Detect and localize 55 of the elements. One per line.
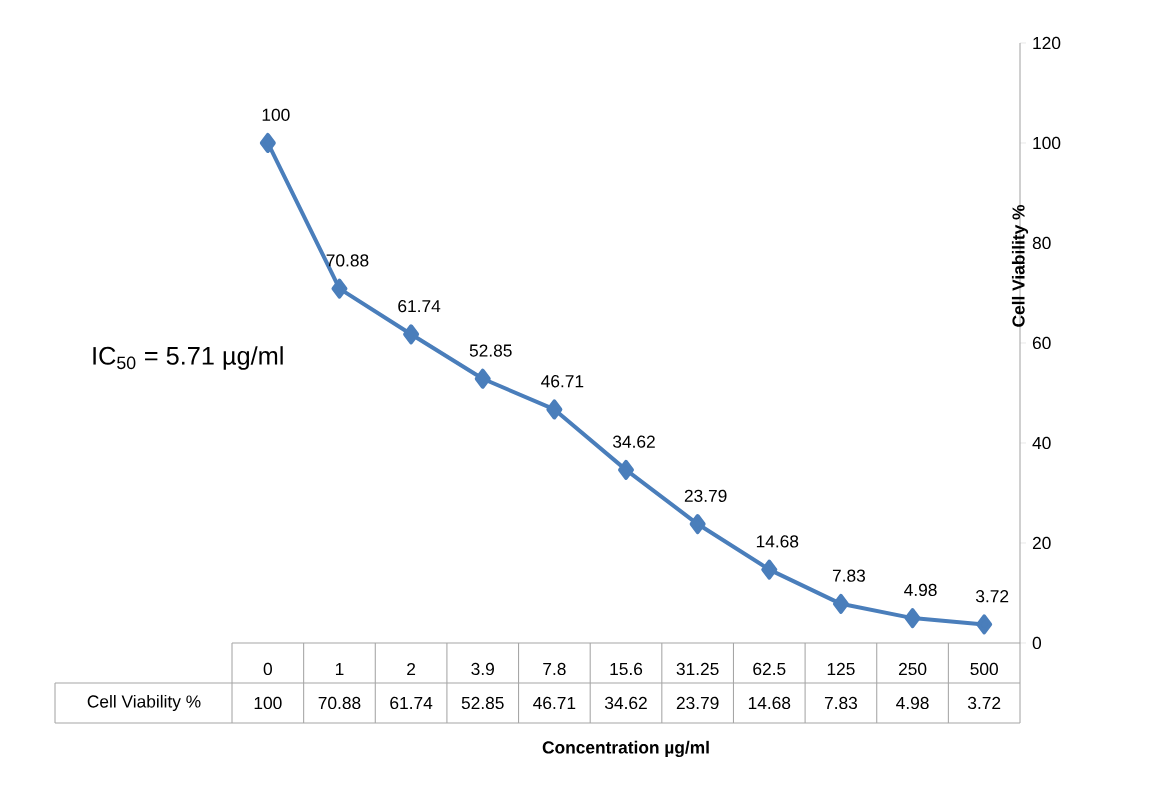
- x-tick-label: 250: [898, 662, 927, 676]
- data-label: 70.88: [318, 696, 361, 710]
- point: [761, 559, 778, 580]
- point: [546, 399, 563, 420]
- text: 46.71: [541, 375, 584, 388]
- point: [689, 514, 706, 535]
- data-label: 46.71: [533, 696, 576, 710]
- text: 4.98: [904, 583, 937, 597]
- point: [976, 614, 993, 635]
- y-tick-label: 40: [1032, 436, 1051, 450]
- point: [403, 324, 420, 345]
- x-tick-label: 1: [335, 663, 344, 675]
- data-label: 23.79: [676, 696, 719, 710]
- text: Cell Viability %: [87, 694, 201, 712]
- text: 100: [262, 108, 290, 121]
- point: [331, 278, 348, 299]
- data-label: 7.83: [824, 696, 858, 710]
- point: [618, 459, 635, 480]
- x-tick-label: 2: [407, 662, 416, 676]
- x-tick-label: 62.5: [753, 662, 786, 676]
- data-label: 52.85: [461, 696, 504, 710]
- annotation: IC$_{50}$ = 5.71 µg/ml: [93, 346, 283, 370]
- data-label: 3.72: [967, 696, 1001, 710]
- text: 14.68: [756, 535, 799, 548]
- x-tick-label: 0: [263, 662, 272, 676]
- text: 23.79: [684, 489, 727, 502]
- y-axis-title: Cell Viability %: [1011, 204, 1029, 327]
- x-axis-title: Concentration µg/ml: [542, 740, 709, 758]
- y-tick-label: 20: [1032, 536, 1051, 550]
- point: [259, 132, 276, 153]
- x-tick-label: 125: [827, 662, 855, 676]
- x-tick-label: 500: [970, 662, 998, 676]
- y-tick-label: 120: [1033, 36, 1061, 50]
- text: 7.83: [832, 569, 866, 582]
- y-tick-label: 60: [1032, 336, 1051, 350]
- y-tick-label: 80: [1032, 236, 1051, 250]
- data-label: 61.74: [390, 696, 433, 710]
- x-tick-label: 15.6: [610, 662, 643, 676]
- x-tick-label: 7.8: [543, 662, 566, 676]
- text: 52.85: [469, 344, 512, 357]
- data-label: 14.68: [748, 696, 791, 710]
- data-label: 34.62: [604, 696, 647, 710]
- point: [832, 593, 849, 614]
- data-label: 100: [254, 696, 282, 710]
- x-tick-label: 31.25: [676, 662, 719, 676]
- x-tick-label: 3.9: [471, 662, 494, 676]
- text: 3.72: [975, 590, 1009, 603]
- text: 70.88: [326, 254, 369, 267]
- point: [474, 368, 491, 389]
- y-tick-label: 0: [1032, 636, 1042, 650]
- text: 34.62: [612, 435, 655, 448]
- text: 61.74: [398, 299, 441, 313]
- point: [904, 608, 921, 629]
- data-label: 4.98: [896, 696, 929, 710]
- y-tick-label: 100: [1033, 136, 1061, 150]
